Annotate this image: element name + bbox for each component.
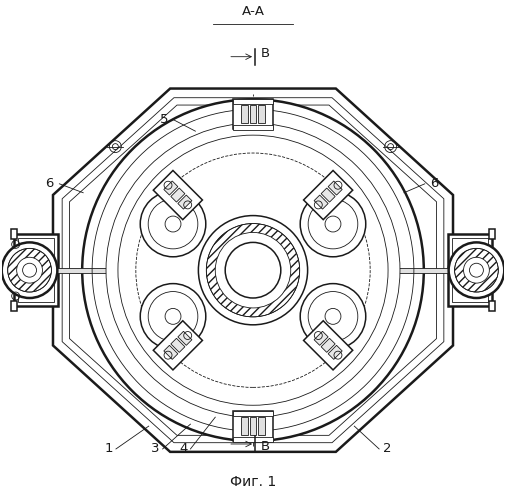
Bar [233,124,272,130]
Bar [14,234,58,306]
Bar [11,230,17,239]
Bar [258,417,265,435]
Bar [240,106,247,123]
Text: В: В [261,47,270,60]
Polygon shape [53,88,452,452]
Bar [240,417,247,435]
Circle shape [2,242,57,298]
Circle shape [448,242,503,298]
Bar [321,188,334,202]
Text: 4: 4 [179,442,187,456]
Bar [164,181,178,195]
Text: А-А: А-А [241,5,264,18]
Bar [233,100,272,129]
Circle shape [198,216,307,325]
Bar [164,346,178,360]
Bar [42,268,463,272]
Bar [314,195,327,209]
Bar [249,106,256,123]
Bar [314,332,327,345]
Circle shape [82,100,423,441]
Bar [327,346,341,360]
Bar [18,238,54,302]
Bar [178,195,191,209]
Bar [153,170,202,220]
Bar [303,321,352,370]
Bar [11,301,17,311]
Bar [488,301,494,311]
Bar [171,188,184,202]
Text: 5: 5 [160,113,169,126]
Circle shape [17,258,42,283]
Text: 6: 6 [430,178,438,190]
Circle shape [299,192,365,257]
Bar [249,417,256,435]
Circle shape [215,232,290,308]
Bar [488,230,494,239]
Text: 1: 1 [105,442,113,456]
Bar [258,106,265,123]
Circle shape [463,258,488,283]
Circle shape [299,284,365,349]
Text: В: В [261,440,270,454]
Bar [233,410,272,416]
Text: Фиг. 1: Фиг. 1 [229,474,276,488]
Text: 6: 6 [45,178,54,190]
Circle shape [206,224,299,317]
Bar [233,99,272,104]
Bar [327,181,341,195]
Bar [178,332,191,345]
Bar [451,238,487,302]
Text: 3: 3 [151,442,160,456]
Circle shape [140,284,206,349]
Bar [153,321,202,370]
Circle shape [140,192,206,257]
Bar [447,234,491,306]
Bar [233,436,272,442]
Bar [321,338,334,352]
Circle shape [106,123,399,417]
Bar [233,411,272,441]
Text: 2: 2 [382,442,390,456]
Bar [171,338,184,352]
Bar [303,170,352,220]
